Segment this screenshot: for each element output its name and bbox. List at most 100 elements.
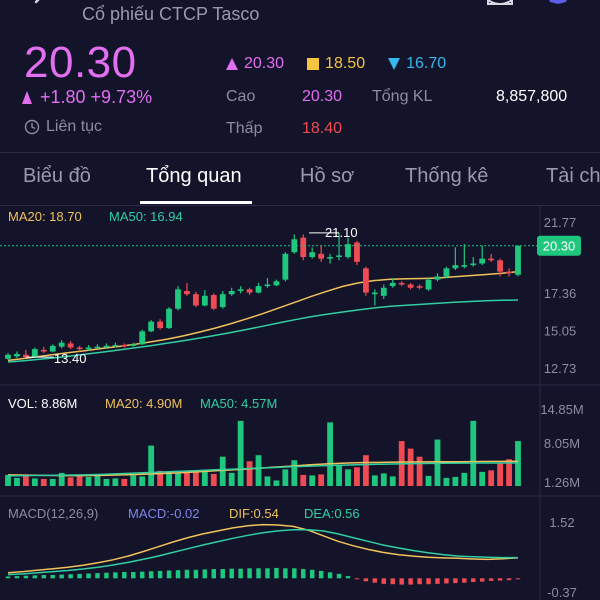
volume-bar bbox=[210, 473, 217, 486]
macd-histogram-bar bbox=[363, 578, 369, 582]
macd-histogram-bar bbox=[265, 568, 270, 579]
macd-histogram-bar bbox=[184, 569, 190, 579]
macd-histogram-bar bbox=[444, 578, 449, 584]
volume-bar bbox=[22, 475, 29, 486]
candle-body bbox=[389, 282, 396, 287]
macd-histogram-bar bbox=[247, 568, 252, 579]
macd-histogram-bar bbox=[220, 569, 225, 579]
macd-histogram-bar bbox=[86, 573, 91, 579]
candle-body bbox=[434, 276, 441, 280]
volume-bar bbox=[94, 475, 101, 486]
candle-body bbox=[354, 242, 360, 262]
candle-body bbox=[157, 321, 164, 329]
macd-histogram-bar bbox=[435, 578, 440, 584]
volume-bar bbox=[246, 461, 253, 486]
candle-body bbox=[291, 239, 298, 253]
star-icon[interactable] bbox=[546, 0, 570, 14]
tab-statistics[interactable]: Thống kê bbox=[405, 165, 489, 187]
volume-bar bbox=[309, 475, 316, 486]
volume-bar bbox=[273, 480, 280, 486]
volume-bar bbox=[166, 471, 172, 486]
volume-bar bbox=[452, 476, 459, 486]
candle-body bbox=[443, 268, 450, 277]
back-arrow-icon[interactable] bbox=[32, 0, 48, 10]
macd-histogram-bar bbox=[50, 574, 55, 579]
bell-icon[interactable] bbox=[486, 0, 514, 12]
volume-bar bbox=[362, 455, 369, 486]
volume-bar bbox=[300, 474, 307, 486]
tab-chart[interactable]: Biểu đồ bbox=[23, 165, 91, 187]
tab-profile[interactable]: Hồ sơ bbox=[300, 165, 355, 187]
tab-bar: Biểu đồ Tổng quan Hồ sơ Thống kê Tài ch bbox=[0, 152, 600, 206]
candle-body bbox=[300, 237, 307, 258]
candle-body bbox=[103, 345, 110, 348]
macd-title: MACD(12,26,9) bbox=[8, 506, 98, 521]
macd-histogram-bar bbox=[372, 578, 378, 583]
candle-body bbox=[371, 292, 378, 295]
candle-body bbox=[488, 258, 495, 261]
macd-histogram-bar bbox=[5, 576, 11, 579]
floor-marker-icon bbox=[388, 58, 401, 70]
volume-bar bbox=[192, 471, 199, 486]
price-tick-label: 15.05 bbox=[544, 324, 577, 339]
candle-body bbox=[76, 347, 83, 350]
macd-histogram-bar bbox=[462, 578, 467, 583]
macd-histogram-bar bbox=[23, 575, 29, 579]
ceiling-marker-icon bbox=[226, 58, 238, 70]
macd-histogram-bar bbox=[41, 574, 47, 579]
vol-tick-label: 8.05M bbox=[544, 436, 580, 451]
candle-body bbox=[58, 342, 65, 347]
active-tab-indicator bbox=[140, 201, 252, 204]
macd-histogram-bar bbox=[497, 578, 503, 581]
macd-histogram-bar bbox=[32, 575, 38, 579]
macd-histogram-bar bbox=[131, 572, 136, 579]
candle-body bbox=[452, 265, 459, 269]
volume-bar bbox=[416, 456, 423, 486]
volume-bar bbox=[14, 477, 20, 486]
low-label: Thấp bbox=[226, 120, 263, 137]
volume-bar bbox=[228, 472, 235, 486]
candle-body bbox=[246, 289, 253, 293]
candle-body bbox=[506, 271, 512, 274]
macd-histogram-bar bbox=[104, 572, 109, 579]
tab-financials[interactable]: Tài ch bbox=[546, 165, 600, 187]
macd-histogram-bar bbox=[148, 571, 154, 579]
volume-bar bbox=[130, 475, 137, 486]
tab-overview[interactable]: Tổng quan bbox=[146, 165, 242, 187]
macd-histogram-bar bbox=[59, 574, 64, 579]
candle-body bbox=[166, 308, 172, 329]
macd-histogram-bar bbox=[256, 568, 261, 579]
candle-body bbox=[416, 286, 423, 288]
volume-bar bbox=[40, 478, 47, 486]
dif-legend: DIF:0.54 bbox=[229, 506, 279, 521]
high-value: 20.30 bbox=[302, 88, 343, 105]
volume-bar bbox=[201, 471, 208, 486]
stock-chart[interactable]: MA20: 18.70 MA50: 16.94 21.77 17.36 15.05 1… bbox=[0, 206, 600, 600]
volume-bar bbox=[58, 472, 65, 486]
candle-body bbox=[345, 244, 351, 258]
macd-histogram-bar bbox=[166, 570, 172, 579]
volume-bar bbox=[219, 456, 226, 486]
macd-histogram-bar bbox=[318, 570, 324, 579]
macd-histogram-bar bbox=[327, 572, 333, 579]
candle-body bbox=[148, 321, 155, 332]
volume-bar bbox=[336, 464, 342, 486]
macd-histogram-bar bbox=[336, 573, 342, 579]
macd-dea-line bbox=[7, 529, 518, 576]
candle-body bbox=[210, 295, 217, 309]
candle-body bbox=[228, 290, 235, 295]
vol-ma50-legend: MA50: 4.57M bbox=[200, 396, 277, 411]
dea-legend: DEA:0.56 bbox=[304, 506, 360, 521]
volume-bar bbox=[157, 470, 164, 486]
macd-tick-label: -0.37 bbox=[547, 585, 577, 600]
candle-body bbox=[398, 282, 405, 285]
volume-value: 8,857,800 bbox=[496, 88, 568, 105]
volume-bar bbox=[488, 470, 495, 486]
volume-bar bbox=[112, 478, 119, 486]
high-label: Cao bbox=[226, 88, 256, 105]
volume-bar bbox=[103, 478, 110, 486]
vol-tick-label: 1.26M bbox=[544, 475, 580, 490]
high-annotation-text: 21.10 bbox=[325, 225, 358, 240]
volume-bar bbox=[425, 475, 432, 486]
macd-histogram-bar bbox=[301, 569, 306, 579]
